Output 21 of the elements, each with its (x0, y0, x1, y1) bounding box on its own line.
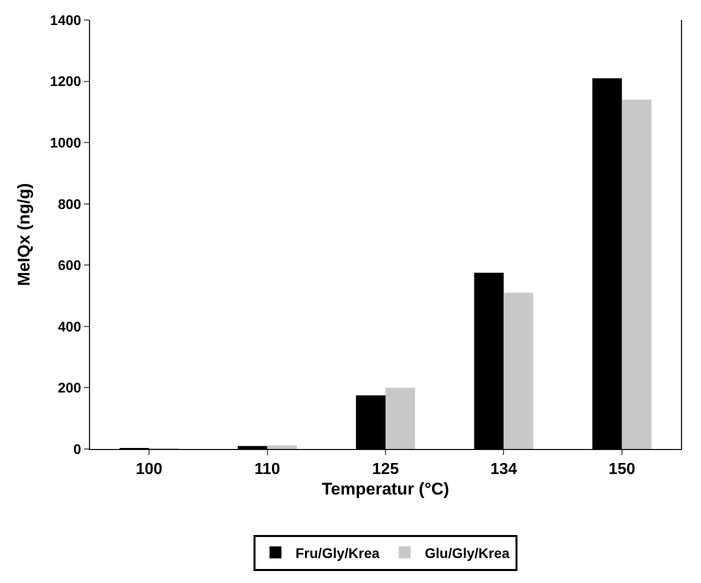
y-tick-label: 600 (58, 257, 82, 274)
x-tick-label: 134 (490, 461, 518, 478)
y-tick-label: 1400 (50, 12, 82, 28)
bar (622, 100, 652, 449)
y-tick-label: 400 (58, 318, 82, 334)
y-tick-label: 1200 (50, 73, 82, 90)
bar (504, 292, 534, 449)
x-tick-label: 125 (372, 461, 399, 478)
y-tick-label: 200 (58, 380, 82, 396)
x-axis-title: Temperatur (°C) (322, 480, 450, 499)
y-tick-label: 0 (73, 440, 82, 457)
y-tick-label: 800 (58, 196, 82, 212)
x-tick-label: 100 (136, 461, 163, 478)
bar (386, 388, 416, 449)
x-tick-label: 150 (608, 461, 636, 478)
y-tick-label: 1000 (50, 134, 82, 150)
bar (267, 445, 297, 449)
x-tick-label: 110 (254, 461, 280, 478)
legend-label: Glu/Gly/Krea (424, 544, 510, 561)
y-axis-title: MeIQx (ng/g) (14, 183, 34, 286)
legend-label: Fru/Gly/Krea (296, 544, 380, 561)
